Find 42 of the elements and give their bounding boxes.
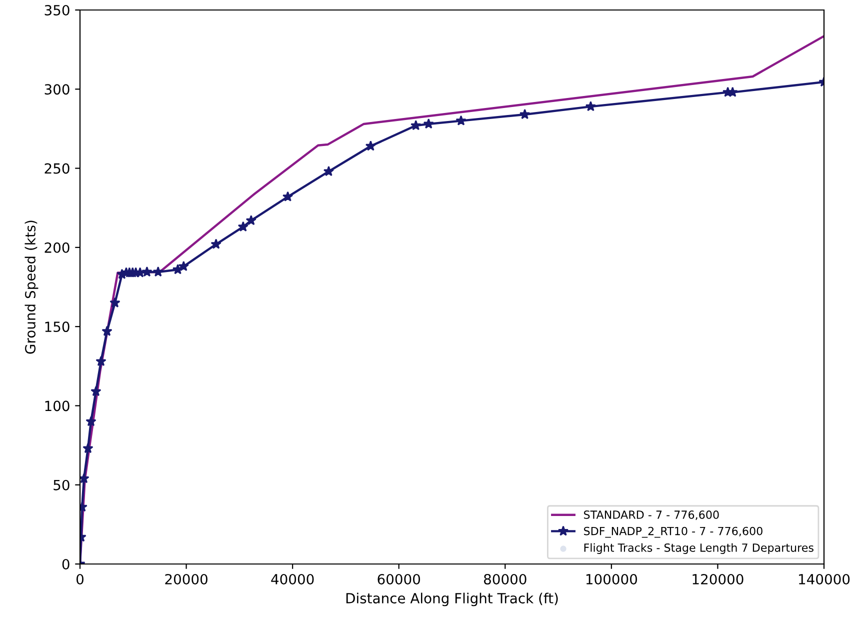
point	[246, 214, 256, 226]
point	[178, 260, 189, 272]
point	[585, 101, 596, 112]
x-tick-label: 40000	[271, 574, 314, 584]
y-tick-label: 200	[44, 242, 70, 253]
x-tick-label: 20000	[165, 574, 208, 584]
point	[282, 191, 294, 202]
point	[96, 356, 106, 366]
point	[90, 386, 102, 396]
point	[456, 115, 466, 126]
point	[365, 140, 376, 151]
x-tick-label: 100000	[586, 574, 638, 584]
point	[102, 326, 112, 336]
y-axis-title: Ground Speed (kts)	[24, 220, 38, 354]
point	[80, 472, 90, 484]
y-tick-label: 50	[54, 480, 70, 490]
legend-label: SDF_NADP_2_RT10 - 7 - 776,600	[584, 526, 762, 538]
x-tick-label: 0	[76, 574, 84, 584]
legend-label: STANDARD - 7 - 776,600	[584, 510, 719, 520]
point	[238, 221, 248, 232]
y-tick-label: 250	[44, 163, 70, 174]
y-tick-label: 0	[62, 558, 70, 570]
point	[210, 238, 222, 249]
point	[86, 416, 96, 426]
point	[423, 118, 434, 129]
x-tick-label: 120000	[692, 574, 744, 584]
x-tick-label: 140000	[799, 574, 850, 584]
legend-label: Flight Tracks - Stage Length 7 Departures	[584, 543, 814, 554]
point	[410, 120, 422, 130]
y-tick-label: 300	[44, 84, 70, 95]
point	[519, 108, 530, 120]
point	[110, 297, 120, 308]
point	[323, 166, 334, 176]
y-tick-label: 350	[44, 4, 70, 16]
y-tick-label: 100	[45, 400, 70, 412]
point	[82, 442, 94, 454]
x-tick-label: 80000	[484, 574, 526, 584]
x-tick-label: 60000	[378, 574, 420, 584]
y-tick-label: 150	[45, 322, 70, 332]
point	[152, 266, 164, 277]
point	[142, 266, 152, 277]
x-axis-title: Distance Along Flight Track (ft)	[346, 592, 558, 606]
